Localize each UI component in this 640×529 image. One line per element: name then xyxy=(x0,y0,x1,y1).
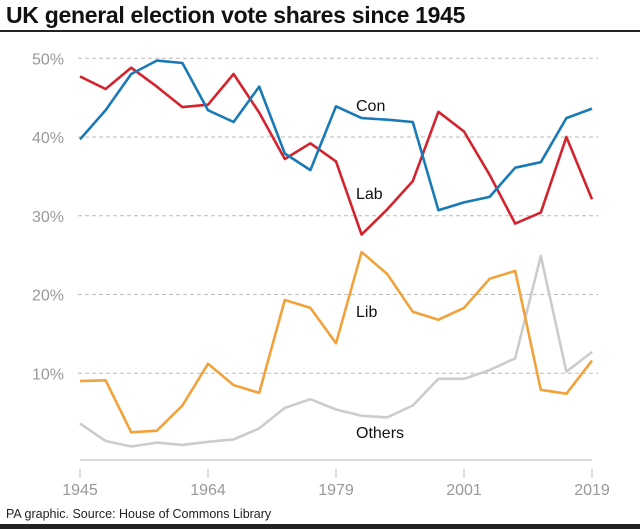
chart-title: UK general election vote shares since 19… xyxy=(6,2,466,28)
series-line-lab xyxy=(79,66,594,236)
y-tick-label: 30% xyxy=(32,209,64,226)
series-label-others: Others xyxy=(356,425,404,442)
y-tick-label: 10% xyxy=(32,366,64,383)
series-label-con: Con xyxy=(356,98,385,115)
source-note: PA graphic. Source: House of Commons Lib… xyxy=(6,507,272,521)
series-line-lib xyxy=(79,250,594,434)
x-tick-label: 1979 xyxy=(318,482,354,499)
title-divider xyxy=(0,30,640,32)
y-tick-label: 20% xyxy=(32,288,64,305)
series-label-lib: Lib xyxy=(356,304,377,321)
y-tick-label: 50% xyxy=(32,51,64,68)
y-tick-label: 40% xyxy=(32,130,64,147)
x-tick-label: 1945 xyxy=(62,482,98,499)
series-line-others xyxy=(79,254,593,448)
bottom-bar xyxy=(0,524,640,529)
x-tick-label: 2001 xyxy=(446,482,482,499)
series-line-con xyxy=(79,59,593,212)
series-label-lab: Lab xyxy=(356,186,383,203)
x-tick-label: 2019 xyxy=(574,482,610,499)
x-tick-label: 1964 xyxy=(190,482,226,499)
